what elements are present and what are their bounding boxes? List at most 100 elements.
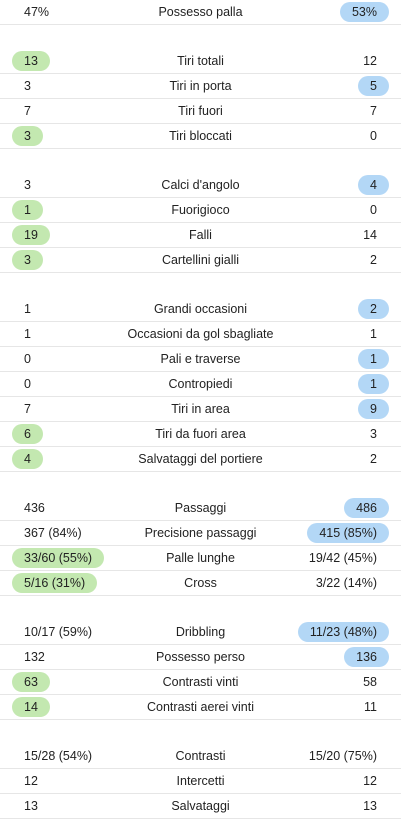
away-value-cell: 486	[344, 496, 389, 520]
away-value: 19/42 (45%)	[308, 551, 377, 565]
stat-label: Tiri totali	[177, 54, 224, 68]
stat-row: 1 Occasioni da gol sbagliate 1	[0, 322, 401, 347]
away-value-cell: 0	[358, 124, 389, 148]
away-value-cell: 53%	[339, 0, 389, 24]
stat-label: Tiri bloccati	[169, 129, 232, 143]
stat-row: 3 Tiri in porta 5	[0, 74, 401, 99]
home-value-cell: 6	[12, 422, 43, 446]
stat-label: Falli	[189, 228, 212, 242]
home-value: 1	[24, 327, 31, 341]
stat-row: 0 Contropiedi 1	[0, 372, 401, 397]
away-value: 1	[370, 327, 377, 341]
home-value-cell: 1	[12, 297, 43, 321]
stat-row: 1 Fuorigioco 0	[0, 198, 401, 223]
away-value-cell: 1	[358, 347, 389, 371]
home-value-cell: 5/16 (31%)	[12, 571, 98, 595]
stat-label: Possesso perso	[156, 650, 245, 664]
home-value-badge: 14	[12, 697, 50, 717]
group-spacer	[0, 273, 401, 297]
away-value-cell: 3	[358, 422, 389, 446]
away-value-cell: 12	[351, 49, 389, 73]
away-value-cell: 12	[351, 769, 389, 793]
away-value: 2	[370, 452, 377, 466]
home-value-badge: 4	[12, 449, 43, 469]
home-value-cell: 4	[12, 447, 43, 471]
stat-label: Tiri in porta	[169, 79, 232, 93]
stat-row: 7 Tiri in area 9	[0, 397, 401, 422]
home-value: 15/28 (54%)	[24, 749, 93, 763]
home-value-badge: 33/60 (55%)	[12, 548, 105, 568]
away-value: 0	[370, 129, 377, 143]
home-value: 0	[24, 377, 31, 391]
away-value-cell: 1	[358, 372, 389, 396]
away-value-cell: 2	[358, 248, 389, 272]
away-value-badge: 486	[344, 498, 389, 518]
stat-row: 13 Salvataggi 13	[0, 794, 401, 818]
away-value-cell: 0	[358, 198, 389, 222]
home-value-badge: 3	[12, 126, 43, 146]
home-value-cell: 15/28 (54%)	[12, 744, 104, 768]
group-spacer	[0, 25, 401, 49]
stat-row: 19 Falli 14	[0, 223, 401, 248]
away-value-cell: 136	[344, 645, 389, 669]
home-value-cell: 7	[12, 397, 43, 421]
away-value-cell: 13	[351, 794, 389, 818]
home-value-badge: 5/16 (31%)	[12, 573, 98, 593]
stat-row: 5/16 (31%) Cross 3/22 (14%)	[0, 571, 401, 595]
away-value-cell: 415 (85%)	[307, 521, 389, 545]
away-value-cell: 19/42 (45%)	[297, 546, 389, 570]
stat-row: 7 Tiri fuori 7	[0, 99, 401, 124]
home-value: 47%	[24, 5, 50, 19]
home-value: 7	[24, 402, 31, 416]
stat-label: Salvataggi del portiere	[138, 452, 263, 466]
group-spacer	[0, 596, 401, 620]
away-value-cell: 11/23 (48%)	[297, 620, 389, 644]
stat-label: Contropiedi	[168, 377, 233, 391]
home-value-cell: 0	[12, 372, 43, 396]
home-value-cell: 13	[12, 49, 50, 73]
home-value-badge: 1	[12, 200, 43, 220]
away-value-cell: 2	[358, 297, 389, 321]
away-value-badge: 1	[358, 349, 389, 369]
home-value-badge: 19	[12, 225, 50, 245]
home-value-cell: 33/60 (55%)	[12, 546, 105, 570]
stat-group: 13 Tiri totali 12 3 Tiri in porta 5 7 Tiri fuor…	[0, 49, 401, 149]
home-value-cell: 19	[12, 223, 50, 247]
stat-row: 13 Tiri totali 12	[0, 49, 401, 74]
stat-label: Tiri da fuori area	[155, 427, 246, 441]
stat-group: 3 Calci d'angolo 4 1 Fuorigioco 0 19 Falli 14 3 Ca…	[0, 173, 401, 273]
stat-row: 14 Contrasti aerei vinti 11	[0, 695, 401, 719]
home-value-cell: 3	[12, 173, 43, 197]
home-value-cell: 47%	[12, 0, 61, 24]
home-value-badge: 3	[12, 250, 43, 270]
away-value-cell: 7	[358, 99, 389, 123]
stat-row: 10/17 (59%) Dribbling 11/23 (48%)	[0, 620, 401, 645]
away-value-badge: 11/23 (48%)	[297, 622, 389, 642]
home-value-badge: 6	[12, 424, 43, 444]
home-value-cell: 1	[12, 198, 43, 222]
stat-row: 132 Possesso perso 136	[0, 645, 401, 670]
stat-row: 3 Tiri bloccati 0	[0, 124, 401, 148]
home-value: 367 (84%)	[24, 526, 82, 540]
away-value-cell: 58	[351, 670, 389, 694]
away-value: 58	[363, 675, 377, 689]
home-value: 3	[24, 178, 31, 192]
stat-row: 47% Possesso palla 53%	[0, 0, 401, 24]
home-value: 0	[24, 352, 31, 366]
group-spacer	[0, 472, 401, 496]
away-value: 15/20 (75%)	[308, 749, 377, 763]
group-spacer	[0, 720, 401, 744]
stat-label: Intercetti	[176, 774, 225, 788]
stat-group: 47% Possesso palla 53%	[0, 0, 401, 25]
away-value: 11	[364, 700, 377, 714]
home-value: 7	[24, 104, 31, 118]
group-spacer	[0, 149, 401, 173]
home-value-cell: 7	[12, 99, 43, 123]
away-value-badge: 53%	[339, 2, 389, 22]
home-value-cell: 12	[12, 769, 50, 793]
away-value-cell: 2	[358, 447, 389, 471]
home-value-cell: 0	[12, 347, 43, 371]
away-value: 12	[363, 54, 377, 68]
home-value-cell: 3	[12, 124, 43, 148]
stat-label: Contrasti aerei vinti	[147, 700, 254, 714]
